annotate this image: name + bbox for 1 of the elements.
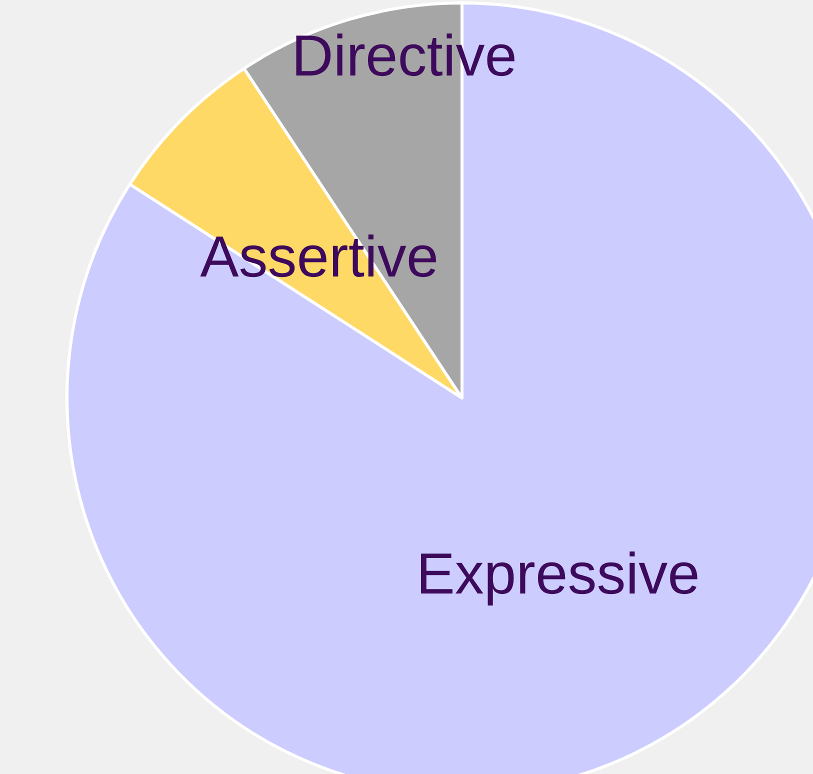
slice-label: Expressive	[416, 542, 700, 606]
